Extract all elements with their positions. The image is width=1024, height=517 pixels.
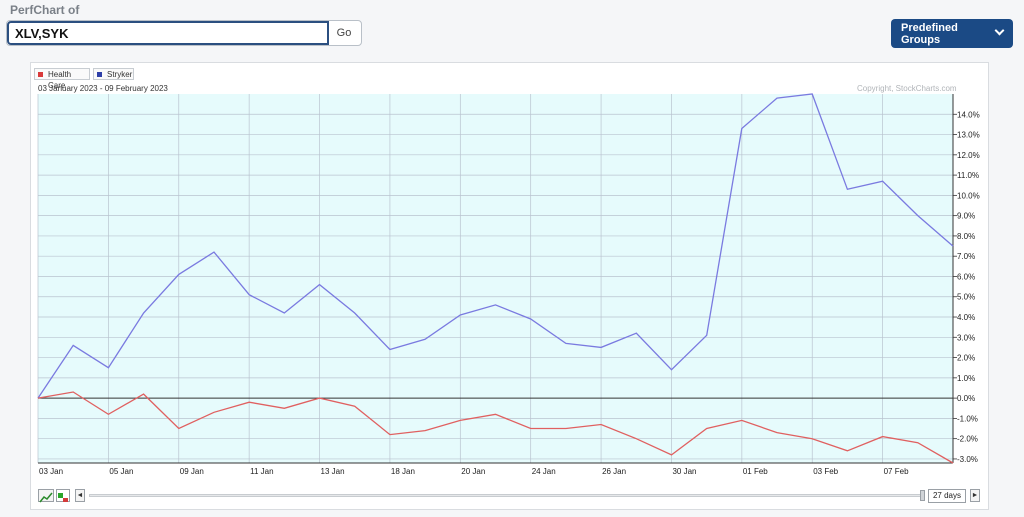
legend-item-stryker[interactable]: Stryker <box>93 68 134 80</box>
y-tick-label: 7.0% <box>957 252 975 261</box>
date-range-label: 03 January 2023 - 09 February 2023 <box>38 84 168 93</box>
x-tick-label: 20 Jan <box>461 467 485 476</box>
bar-chart-icon <box>58 493 68 502</box>
predefined-groups-button[interactable]: Predefined Groups <box>891 19 1013 48</box>
legend-label-health-care: Health Care <box>48 70 72 90</box>
x-tick-label: 24 Jan <box>532 467 556 476</box>
legend-label-stryker: Stryker <box>107 70 133 79</box>
go-button[interactable]: Go <box>327 21 361 45</box>
y-tick-label: 13.0% <box>957 131 980 140</box>
predefined-groups-label: Predefined Groups <box>901 21 958 46</box>
page-title: PerfChart of <box>10 3 80 17</box>
y-tick-label: 8.0% <box>957 232 975 241</box>
series-line-health-care <box>37 391 954 464</box>
y-tick-label: 6.0% <box>957 272 975 281</box>
legend-item-health-care[interactable]: Health Care <box>34 68 90 90</box>
y-tick-label: -3.0% <box>957 455 978 464</box>
y-tick-label: 1.0% <box>957 374 975 383</box>
y-tick-label: 12.0% <box>957 151 980 160</box>
y-tick-label: 9.0% <box>957 212 975 221</box>
days-display: 27 days <box>928 489 966 503</box>
x-tick-label: 03 Jan <box>39 467 63 476</box>
y-tick-label: 3.0% <box>957 333 975 342</box>
y-tick-label: 14.0% <box>957 110 980 119</box>
x-tick-label: 26 Jan <box>602 467 626 476</box>
scroll-right-button[interactable]: ► <box>970 489 980 502</box>
x-tick-label: 18 Jan <box>391 467 415 476</box>
legend-swatch-health-care <box>38 72 43 77</box>
y-tick-label: 4.0% <box>957 313 975 322</box>
x-tick-label: 30 Jan <box>672 467 696 476</box>
y-tick-label: 2.0% <box>957 354 975 363</box>
copyright-label: Copyright, StockCharts.com <box>857 84 957 93</box>
x-tick-label: 11 Jan <box>250 467 273 476</box>
x-tick-label: 03 Feb <box>813 467 838 476</box>
x-tick-label: 09 Jan <box>180 467 204 476</box>
legend-swatch-stryker <box>97 72 102 77</box>
plot-area <box>38 94 953 463</box>
x-tick-label: 01 Feb <box>743 467 768 476</box>
symbol-input[interactable] <box>7 21 329 45</box>
y-tick-label: 0.0% <box>957 394 975 403</box>
date-scrollbar[interactable] <box>89 494 925 497</box>
bar-chart-type-button[interactable] <box>56 489 70 502</box>
x-tick-label: 13 Jan <box>321 467 345 476</box>
line-chart-icon <box>39 492 53 503</box>
scrollbar-handle[interactable] <box>920 490 925 501</box>
y-tick-label: 10.0% <box>957 191 980 200</box>
y-tick-label: -2.0% <box>957 435 978 444</box>
y-tick-label: 11.0% <box>957 171 979 180</box>
line-chart-type-button[interactable] <box>38 489 54 503</box>
series-line-stryker <box>37 93 954 399</box>
y-tick-label: 5.0% <box>957 293 975 302</box>
scroll-left-button[interactable]: ◄ <box>75 489 85 502</box>
x-tick-label: 05 Jan <box>109 467 133 476</box>
y-tick-label: -1.0% <box>957 414 978 423</box>
symbol-search-box: Go <box>6 20 362 46</box>
x-tick-label: 07 Feb <box>884 467 909 476</box>
